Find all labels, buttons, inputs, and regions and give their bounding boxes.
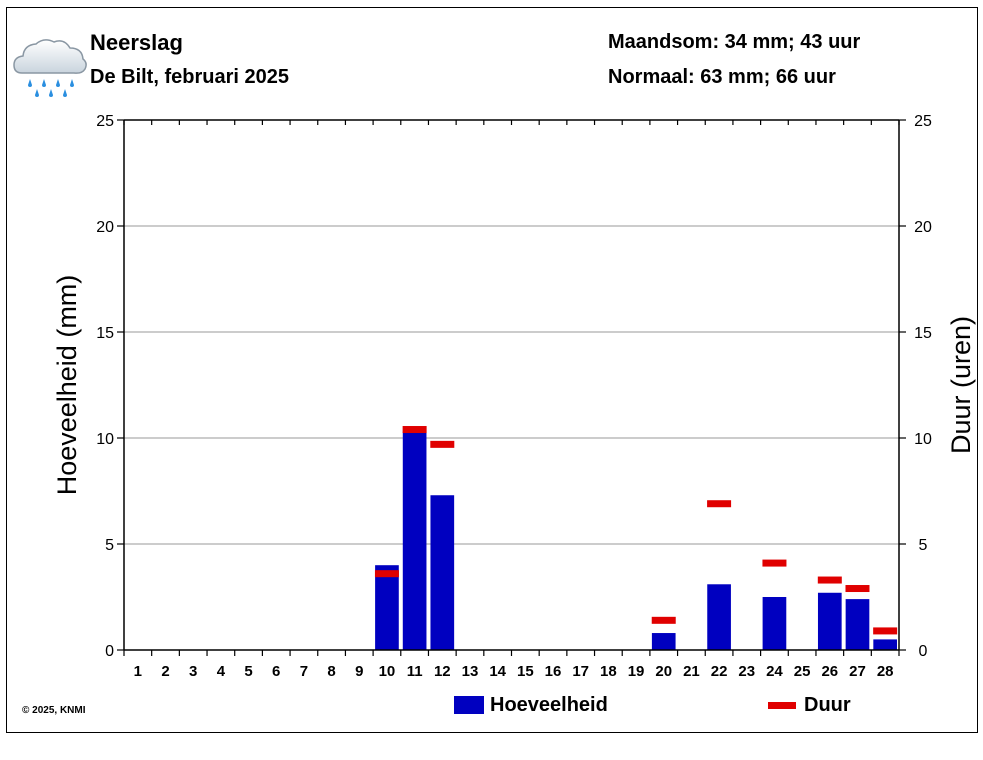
rain-cloud-icon [13,39,87,97]
y2-tick-label: 15 [914,325,932,342]
duration-marker [651,616,676,624]
chart-title: Neerslag [90,30,183,55]
y-tick-label: 10 [96,431,114,448]
y2-tick-label: 25 [914,113,932,130]
x-tick-label: 9 [355,663,363,680]
legend-swatch-duur [768,701,796,709]
bar [651,633,676,650]
x-tick-label: 14 [489,663,506,680]
y2-tick-label: 0 [919,643,928,660]
x-tick-label: 15 [517,663,534,680]
legend-label-hoeveelheid: Hoeveelheid [490,693,608,716]
duration-marker [845,585,870,593]
chart-subtitle: De Bilt, februari 2025 [90,66,289,88]
x-tick-label: 27 [849,663,866,680]
y-axis-title: Hoeveelheid (mm) [52,275,82,496]
legend-item-hoeveelheid: Hoeveelheid [454,693,608,717]
normal-text: Normaal: 63 mm; 66 uur [608,66,836,88]
x-tick-label: 24 [766,663,783,680]
bar [430,495,455,650]
x-tick-label: 13 [462,663,479,680]
x-tick-label: 16 [545,663,562,680]
y-tick-label: 0 [105,643,114,660]
x-tick-label: 18 [600,663,617,680]
y2-tick-label: 5 [919,537,928,554]
bar [762,597,787,650]
x-tick-label: 7 [300,663,308,680]
month-sum-text: Maandsom: 34 mm; 43 uur [608,31,861,53]
y-tick-label: 15 [96,325,114,342]
bar [817,592,842,650]
y2-tick-label: 20 [914,219,932,236]
y2-axis-title: Duur (uren) [946,316,976,454]
x-tick-label: 1 [134,663,142,680]
legend-swatch-bar [454,696,484,714]
x-tick-label: 17 [572,663,589,680]
duration-marker [707,500,732,508]
x-tick-label: 6 [272,663,280,680]
bar [402,431,427,650]
x-tick-label: 5 [244,663,252,680]
duration-marker [817,576,842,584]
y-tick-label: 25 [96,113,114,130]
x-tick-label: 3 [189,663,197,680]
x-tick-label: 4 [217,663,226,680]
bar [375,565,399,650]
x-tick-label: 25 [794,663,811,680]
x-tick-label: 12 [434,663,451,680]
x-tick-label: 26 [821,663,838,680]
duration-marker [762,559,787,567]
duration-marker [374,570,399,578]
x-tick-label: 11 [407,663,423,680]
bar [873,639,897,650]
x-tick-label: 19 [628,663,645,680]
x-tick-label: 20 [655,663,672,680]
x-tick-label: 2 [161,663,169,680]
duration-marker [873,627,898,635]
x-tick-label: 10 [379,663,396,680]
x-tick-label: 21 [683,663,700,680]
y2-tick-label: 10 [914,431,932,448]
y-tick-label: 20 [96,219,114,236]
bar [707,584,731,650]
x-tick-label: 22 [711,663,728,680]
y-tick-label: 5 [105,537,114,554]
copyright-text: © 2025, KNMI [22,705,86,716]
x-tick-label: 8 [327,663,335,680]
legend-label-duur: Duur [804,693,851,716]
duration-marker [430,440,455,448]
x-tick-label: 23 [738,663,755,680]
chart-frame [6,7,978,733]
duration-marker [402,426,427,434]
legend-item-duur: Duur [768,693,851,717]
x-tick-label: 28 [877,663,894,680]
bar [845,599,870,650]
